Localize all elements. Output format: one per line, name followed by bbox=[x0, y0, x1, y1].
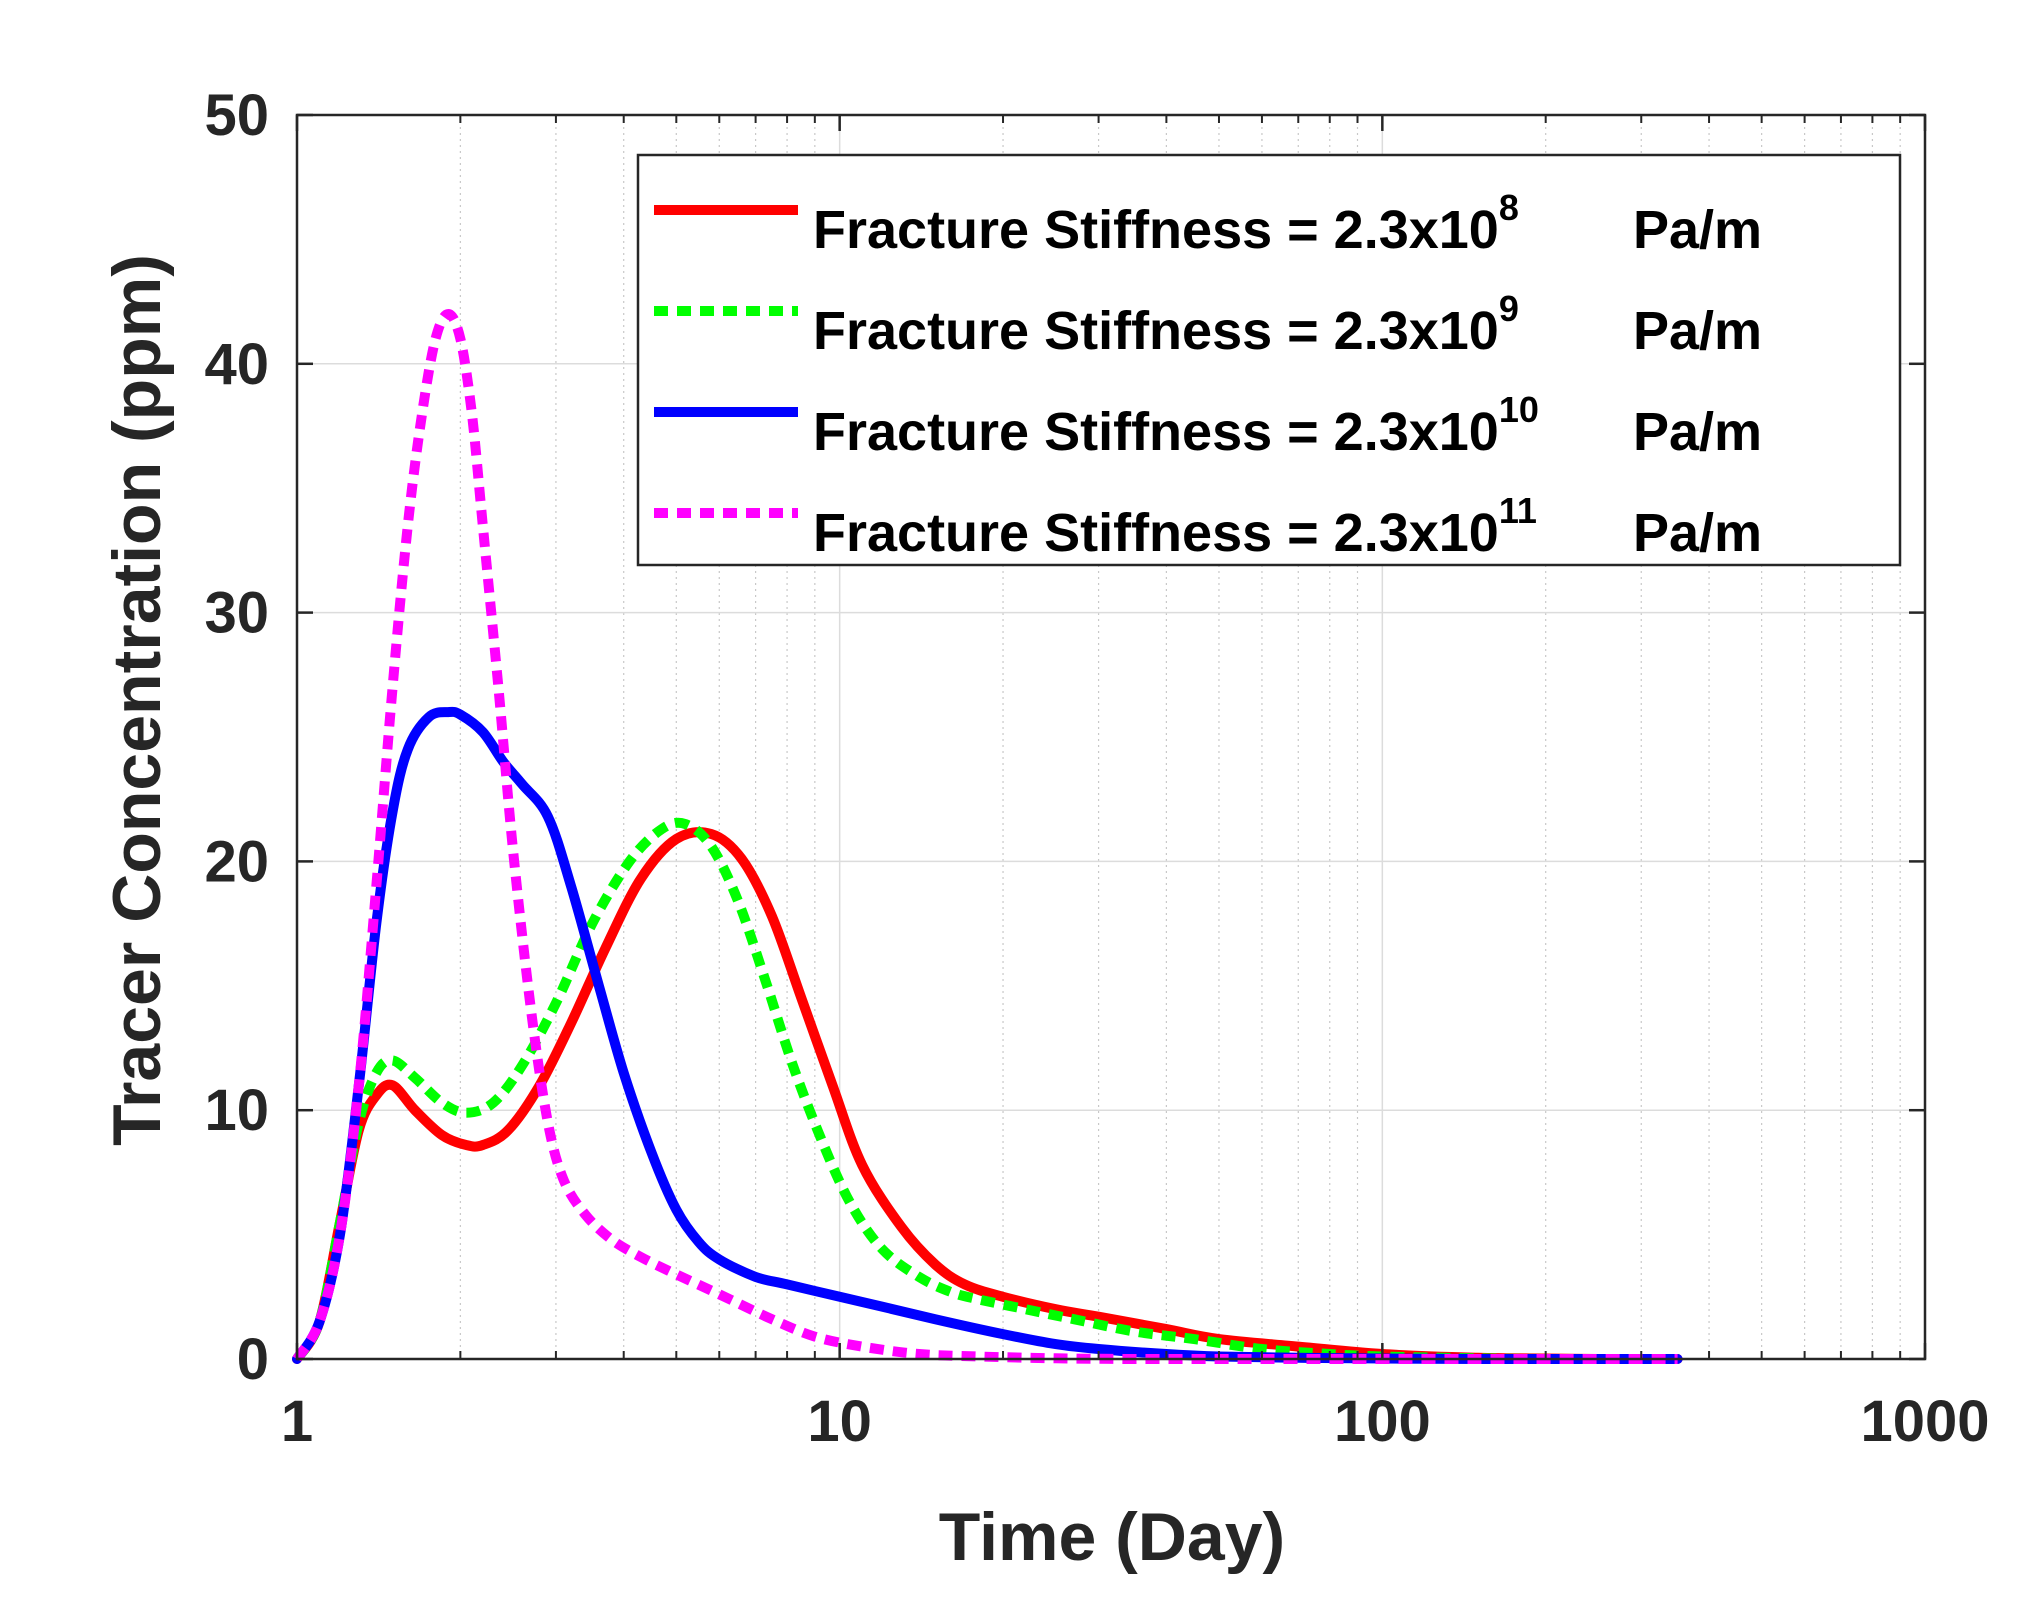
x-tick-label: 1 bbox=[281, 1389, 313, 1454]
x-tick-labels: 1 10 100 1000 bbox=[281, 1389, 1990, 1454]
y-tick-label: 20 bbox=[204, 829, 269, 894]
y-tick-label: 30 bbox=[204, 581, 269, 646]
series-line-4 bbox=[292, 309, 1678, 1365]
legend-label-2: Fracture Stiffness = 2.3x109 Pa/m bbox=[813, 288, 1762, 361]
x-tick-label: 1000 bbox=[1860, 1389, 1989, 1454]
y-tick-label: 40 bbox=[204, 332, 269, 397]
x-axis-title: Time (Day) bbox=[939, 1499, 1285, 1575]
y-tick-label: 10 bbox=[204, 1078, 269, 1143]
y-tick-label: 50 bbox=[204, 83, 269, 148]
axis-ticks bbox=[295, 113, 1927, 1361]
series-line-1 bbox=[292, 827, 1683, 1365]
legend-label-4: Fracture Stiffness = 2.3x1011 Pa/m bbox=[813, 490, 1762, 563]
legend: Fracture Stiffness = 2.3x108 Pa/m Fracture… bbox=[636, 153, 1902, 567]
x-tick-label: 10 bbox=[807, 1389, 872, 1454]
plot-area-frame bbox=[295, 113, 1927, 1361]
y-axis-title: Tracer Concentration (ppm) bbox=[99, 254, 175, 1146]
x-tick-label: 100 bbox=[1334, 1389, 1431, 1454]
legend-label-3: Fracture Stiffness = 2.3x1010 Pa/m bbox=[813, 389, 1762, 462]
y-tick-labels: 0 10 20 30 40 50 bbox=[204, 83, 269, 1392]
y-tick-label: 0 bbox=[237, 1327, 269, 1392]
series-line-2 bbox=[292, 817, 1678, 1365]
legend-label-1: Fracture Stiffness = 2.3x108 Pa/m bbox=[813, 187, 1762, 260]
series-layer bbox=[292, 309, 1683, 1365]
legend-box bbox=[636, 153, 1902, 567]
